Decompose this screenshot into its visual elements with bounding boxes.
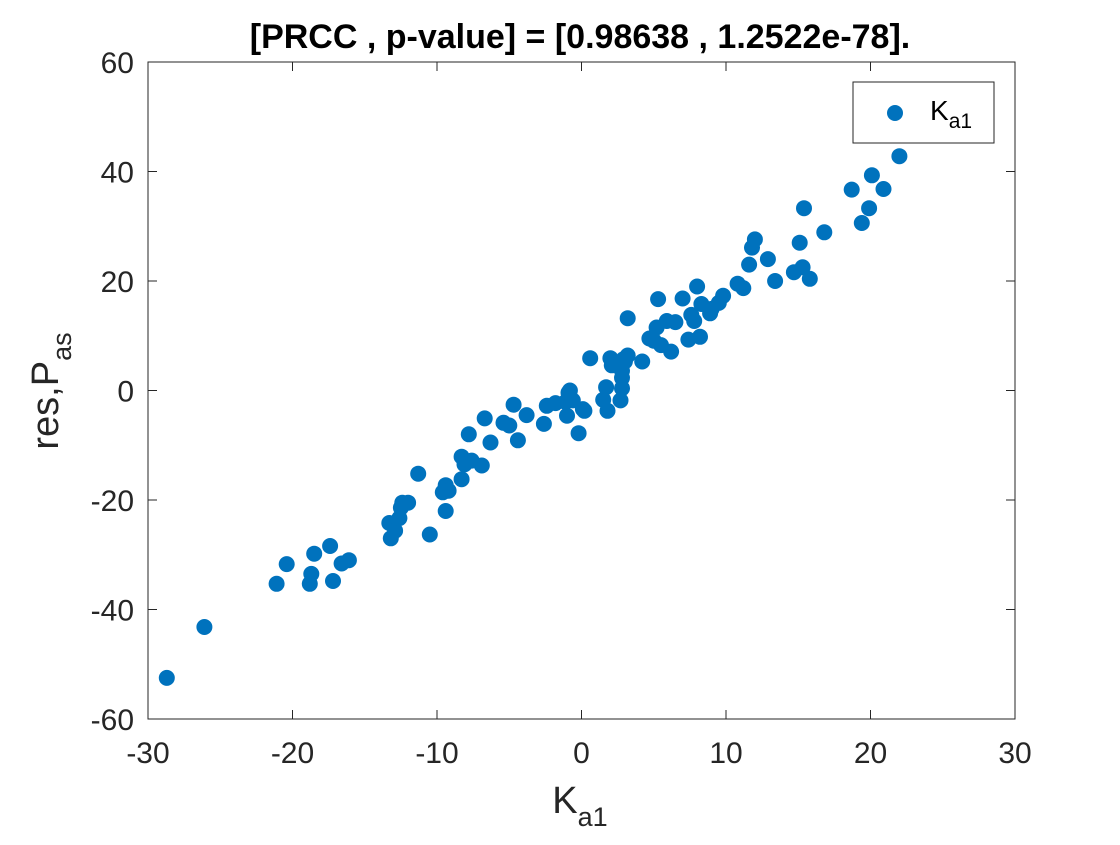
data-point (570, 425, 587, 442)
legend-marker (887, 105, 903, 121)
x-tick-label: -20 (271, 737, 314, 770)
x-axis-label-main: K (552, 780, 577, 822)
y-tick-label: -40 (91, 595, 134, 628)
data-point (663, 343, 680, 360)
data-point (863, 167, 880, 184)
data-point (400, 494, 417, 511)
data-point (853, 215, 870, 231)
data-point (767, 273, 784, 289)
data-point (619, 347, 636, 364)
y-tick-label: 40 (101, 157, 134, 190)
data-point (634, 353, 651, 370)
data-point (791, 234, 808, 251)
data-point (619, 310, 636, 327)
data-point (421, 526, 438, 543)
x-tick-labels: -30 -20 -10 0 10 20 30 (126, 737, 1031, 770)
y-tick-label: -60 (91, 704, 134, 737)
data-point (196, 619, 213, 635)
data-point (759, 251, 776, 268)
data-point (674, 290, 691, 307)
data-point (158, 669, 175, 686)
data-point (501, 417, 518, 434)
data-point (816, 224, 833, 241)
data-point (509, 432, 526, 449)
data-point (582, 350, 599, 367)
chart-title: [PRCC , p-value] = [0.98638 , 1.2522e-78… (250, 18, 910, 56)
y-tick-label: 0 (117, 376, 134, 409)
data-point (460, 426, 477, 443)
data-point (437, 503, 454, 519)
data-point (612, 392, 629, 409)
data-point (735, 280, 752, 297)
data-point (576, 402, 593, 419)
y-axis-label: res,Pas (25, 332, 77, 449)
data-point (473, 457, 490, 474)
data-point (303, 565, 320, 582)
plot-area (147, 61, 1016, 720)
data-point (476, 410, 493, 427)
y-tick-label: 20 (101, 266, 134, 299)
x-tick-label: 10 (709, 737, 742, 770)
data-point (801, 270, 818, 287)
data-point (794, 259, 811, 276)
x-axis-label: Ka1 (552, 780, 607, 832)
x-tick-label: -30 (126, 737, 169, 770)
data-point (875, 181, 892, 197)
legend-box (852, 81, 995, 144)
data-point (387, 522, 404, 539)
scatter-points (158, 148, 908, 686)
legend: Ka1 (852, 81, 995, 144)
data-point (325, 573, 341, 589)
data-point (268, 575, 285, 592)
data-point (322, 538, 339, 554)
data-point (518, 407, 535, 424)
x-tick-label: 30 (998, 737, 1031, 770)
data-point (686, 313, 703, 329)
data-point (891, 148, 908, 165)
legend-label-subscript: a1 (949, 110, 972, 133)
y-tick-label: 60 (101, 47, 134, 80)
data-point (598, 379, 615, 396)
data-point (692, 328, 708, 345)
x-tick-label: 20 (854, 737, 887, 770)
data-point (340, 552, 357, 569)
data-point (535, 415, 552, 432)
data-point (861, 200, 878, 217)
axis-ticks (147, 61, 1016, 720)
data-point (278, 556, 295, 573)
data-point (746, 231, 763, 248)
y-axis-label-subscript: as (47, 332, 77, 361)
data-point (453, 471, 470, 488)
y-tick-labels: -60 -40 -20 0 20 40 60 (91, 47, 134, 737)
data-point (689, 278, 706, 295)
legend-label-main: K (930, 95, 949, 126)
y-axis-label-main: res,P (25, 361, 67, 450)
data-point (482, 434, 499, 451)
data-point (650, 291, 667, 308)
x-tick-label: -10 (415, 737, 458, 770)
data-point (741, 256, 758, 273)
x-tick-label: 0 (573, 737, 590, 770)
data-point (843, 181, 860, 198)
y-tick-label: -20 (91, 485, 134, 518)
data-point (440, 482, 457, 499)
data-point (410, 465, 427, 482)
legend-label: Ka1 (930, 95, 972, 132)
data-point (715, 287, 732, 304)
x-axis-label-subscript: a1 (578, 802, 608, 832)
data-point (306, 545, 323, 562)
data-point (796, 200, 812, 217)
data-point (667, 314, 684, 331)
data-point (559, 407, 575, 424)
data-point (505, 396, 522, 413)
data-point (599, 402, 616, 419)
